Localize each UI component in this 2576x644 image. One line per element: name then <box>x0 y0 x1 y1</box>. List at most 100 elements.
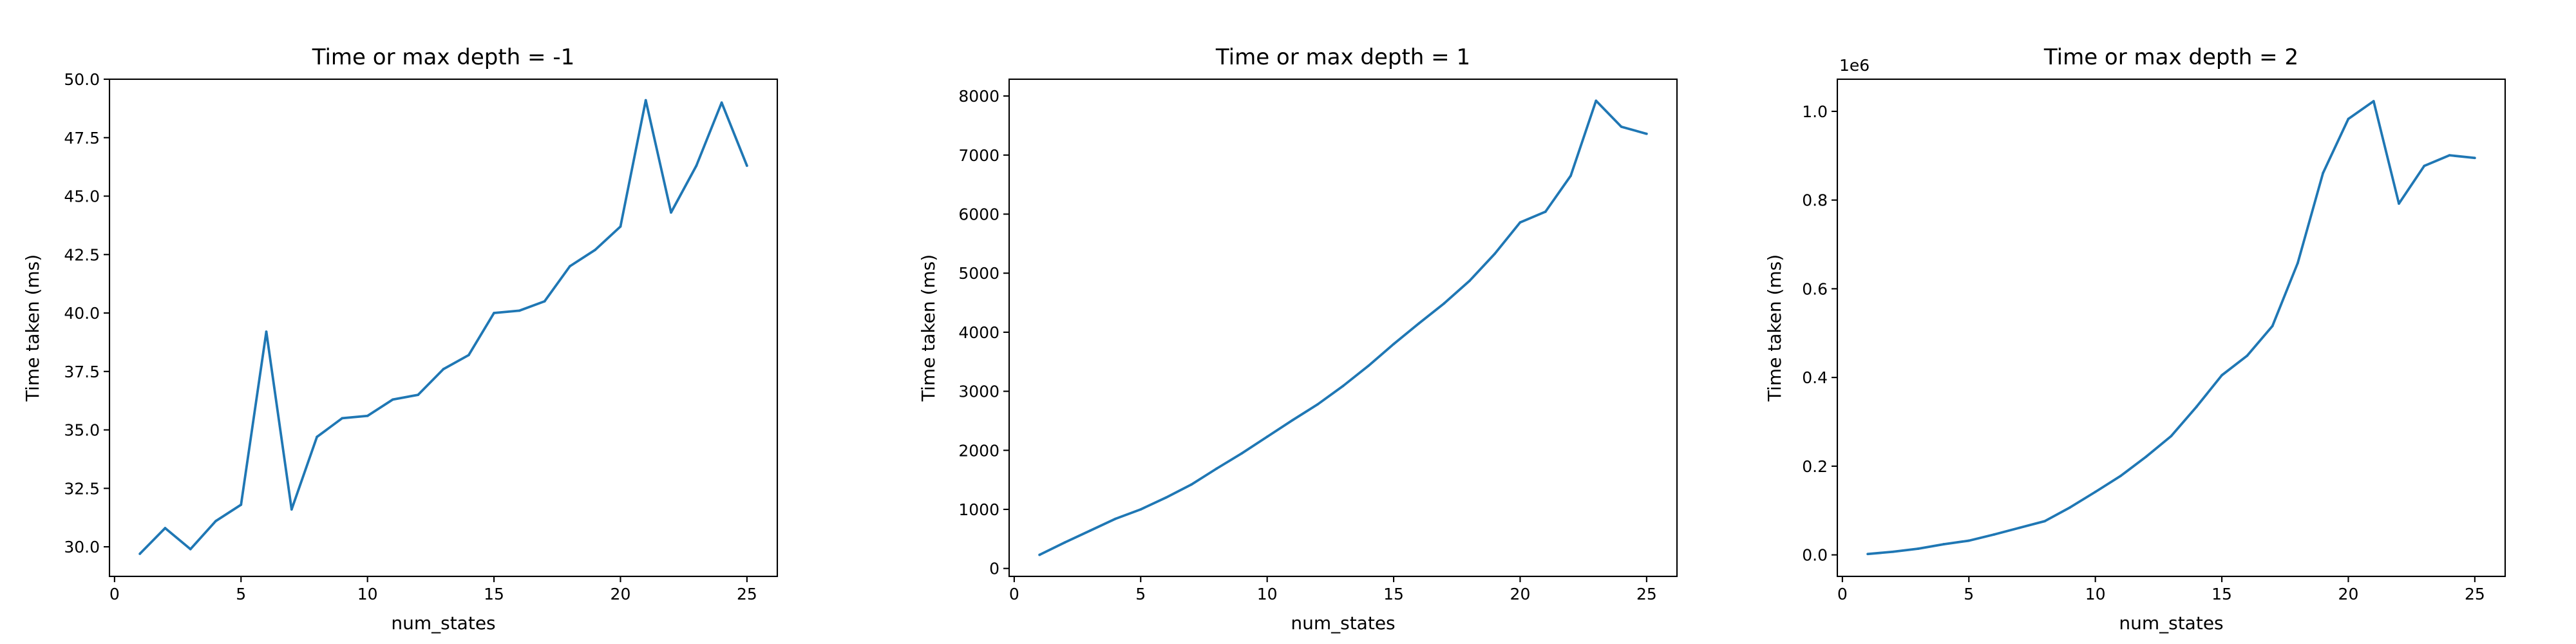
y-tick-label: 47.5 <box>64 129 100 147</box>
y-tick-label: 30.0 <box>64 538 100 556</box>
subplot-2: Time or max depth = 1 num_states Time ta… <box>918 44 1678 634</box>
plot-area-frame <box>1836 78 2506 578</box>
data-point <box>189 547 192 551</box>
x-tick-label: 15 <box>2211 585 2232 603</box>
x-tick-label: 25 <box>2465 585 2485 603</box>
data-point <box>1866 553 1870 556</box>
data-point <box>1595 99 1598 102</box>
data-point <box>695 164 698 167</box>
y-tick-label: 32.5 <box>64 479 100 498</box>
data-point <box>1215 467 1218 470</box>
data-point <box>2119 475 2122 477</box>
data-point <box>1392 343 1395 346</box>
data-point <box>2372 100 2375 102</box>
x-tick-label: 5 <box>236 585 246 603</box>
data-point <box>2347 117 2350 120</box>
data-point <box>467 354 470 357</box>
data-point <box>1967 539 1971 542</box>
data-point <box>265 330 268 333</box>
plot-area-frame <box>1008 78 1678 578</box>
data-point <box>2018 526 2021 529</box>
series-group <box>1866 100 2476 556</box>
x-tick-label: 25 <box>1636 585 1657 603</box>
data-point <box>164 527 167 529</box>
y-tick-label: 0.6 <box>1802 279 1828 298</box>
data-point <box>2170 435 2173 437</box>
data-point <box>1468 279 1471 283</box>
data-point <box>1942 543 1945 545</box>
data-point <box>240 503 243 506</box>
x-tick-label: 20 <box>2338 585 2359 603</box>
x-tick-label: 20 <box>1510 585 1531 603</box>
series-group <box>1038 99 1648 556</box>
tick-group: 0 5 10 15 20 25 30.0 32.5 35.0 37.5 40.0 42.5 45.0 47… <box>64 70 757 603</box>
x-tick-label: 15 <box>1383 585 1404 603</box>
data-point <box>1265 435 1269 439</box>
x-tick-label: 0 <box>109 585 120 603</box>
data-point <box>1917 547 1920 550</box>
data-point <box>1493 252 1497 255</box>
y-tick-label: 7000 <box>958 146 999 165</box>
y-tick-label: 50.0 <box>64 70 100 89</box>
data-point <box>1038 553 1041 556</box>
data-point <box>2221 374 2223 377</box>
x-tick-label: 10 <box>357 585 378 603</box>
data-point <box>2473 156 2476 160</box>
chart-title: Time or max depth = 2 <box>2043 44 2298 70</box>
y-tick-label: 8000 <box>958 87 999 106</box>
series-line <box>1867 100 2476 556</box>
data-point <box>214 520 217 523</box>
x-tick-label: 10 <box>1257 585 1278 603</box>
y-tick-label: 4000 <box>958 323 999 342</box>
data-point <box>594 249 597 251</box>
tick-group: 0 5 10 15 20 25 0.0 0.2 0.4 0.6 0.8 1.0 <box>1802 102 2485 603</box>
data-point <box>2322 171 2325 175</box>
data-point <box>1367 365 1370 368</box>
y-tick-label: 40.0 <box>64 304 100 323</box>
y-tick-label: 1.0 <box>1802 102 1828 121</box>
x-axis-label: num_states <box>2119 612 2223 634</box>
x-tick-label: 15 <box>484 585 504 603</box>
data-point <box>2398 202 2400 205</box>
data-point <box>2043 520 2046 523</box>
y-tick-label: 0.4 <box>1802 368 1828 387</box>
series-line <box>138 99 748 555</box>
data-point <box>2423 164 2426 167</box>
data-point <box>417 393 420 397</box>
data-point <box>1417 322 1421 325</box>
data-point <box>1139 508 1142 511</box>
x-axis-label: num_states <box>391 612 495 634</box>
plot-area-frame <box>108 78 779 578</box>
x-tick-label: 25 <box>737 585 757 603</box>
x-tick-label: 20 <box>611 585 631 603</box>
y-tick-label: 3000 <box>958 383 999 401</box>
data-point <box>1164 496 1168 499</box>
data-point <box>1891 550 1895 553</box>
data-point <box>392 398 394 401</box>
data-point <box>138 553 142 555</box>
y-tick-label: 0 <box>989 560 999 578</box>
series-line <box>1039 99 1647 556</box>
data-point <box>569 265 571 268</box>
x-tick-label: 5 <box>1964 585 1974 603</box>
data-point <box>619 225 622 228</box>
y-axis-label: Time taken (ms) <box>1764 254 1785 402</box>
data-point <box>1544 210 1547 213</box>
data-point <box>670 211 672 214</box>
x-tick-label: 5 <box>1135 585 1146 603</box>
data-point <box>341 417 344 420</box>
y-tick-label: 42.5 <box>64 245 100 264</box>
y-tick-label: 0.0 <box>1802 546 1828 565</box>
y-axis-label: Time taken (ms) <box>22 254 43 402</box>
data-point <box>1443 302 1446 305</box>
subplot-3: Time or max depth = 2 num_states Time ta… <box>1764 44 2506 634</box>
data-point <box>745 164 748 167</box>
data-point <box>1645 132 1648 135</box>
y-axis-label: Time taken (ms) <box>918 254 939 402</box>
y-tick-label: 5000 <box>958 264 999 283</box>
data-point <box>1569 174 1572 177</box>
subplot-1: Time or max depth = -1 num_states Time t… <box>22 44 779 634</box>
data-point <box>442 368 445 371</box>
data-point <box>543 299 546 303</box>
data-point <box>2271 325 2274 328</box>
